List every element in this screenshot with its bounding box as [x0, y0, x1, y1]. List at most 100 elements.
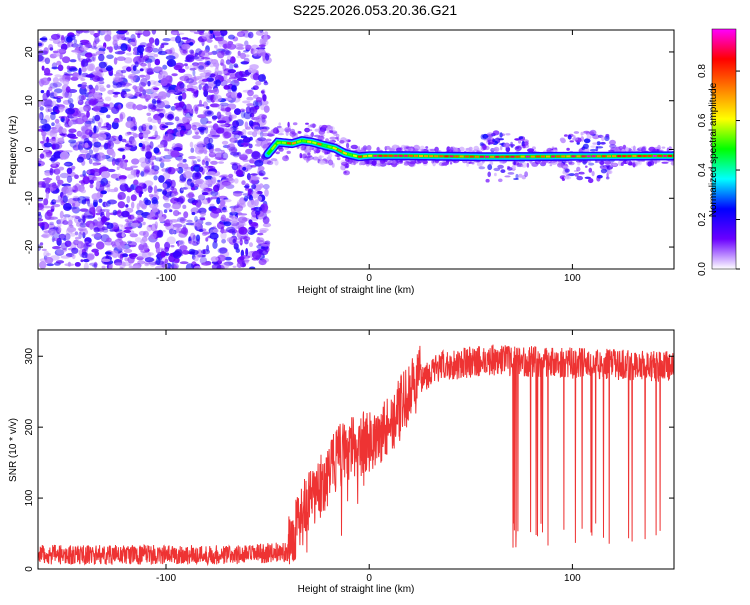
noise-speckle	[263, 223, 271, 227]
signal-speckle	[267, 161, 274, 165]
noise-speckle	[158, 144, 164, 148]
noise-speckle	[113, 210, 118, 216]
noise-speckle	[106, 55, 114, 60]
noise-speckle	[45, 217, 54, 221]
noise-speckle	[126, 84, 129, 87]
signal-speckle	[484, 146, 489, 150]
noise-speckle	[184, 63, 188, 66]
noise-speckle	[259, 259, 267, 265]
noise-speckle	[248, 68, 253, 73]
noise-speckle	[263, 177, 269, 179]
noise-speckle	[89, 204, 94, 208]
signal-speckle	[560, 138, 565, 142]
signal-speckle	[276, 151, 280, 154]
noise-speckle	[93, 163, 97, 166]
noise-speckle	[175, 63, 184, 69]
noise-speckle	[82, 170, 86, 177]
noise-speckle	[113, 95, 118, 98]
noise-speckle	[92, 116, 95, 124]
noise-speckle	[131, 202, 134, 209]
noise-speckle	[178, 95, 182, 101]
signal-speckle	[597, 175, 603, 179]
signal-speckle	[378, 163, 382, 165]
noise-speckle	[82, 135, 87, 139]
signal-speckle	[592, 171, 595, 176]
noise-speckle	[251, 208, 257, 211]
noise-speckle	[242, 261, 245, 266]
noise-speckle	[43, 47, 48, 55]
noise-speckle	[198, 194, 205, 200]
noise-speckle	[236, 119, 244, 126]
signal-speckle	[278, 148, 283, 152]
noise-speckle	[173, 224, 183, 228]
noise-speckle	[109, 189, 118, 192]
signal-speckle	[493, 130, 500, 135]
noise-speckle	[206, 61, 211, 65]
noise-speckle	[139, 200, 143, 206]
noise-speckle	[199, 84, 202, 90]
noise-speckle	[146, 113, 151, 116]
noise-speckle	[117, 224, 123, 227]
noise-speckle	[53, 200, 63, 203]
noise-speckle	[259, 228, 268, 232]
signal-speckle	[511, 145, 514, 148]
noise-speckle	[183, 211, 188, 218]
ridge-core-segment	[348, 154, 352, 155]
signal-speckle	[550, 161, 557, 165]
noise-speckle	[214, 238, 218, 243]
noise-speckle	[118, 135, 122, 141]
noise-speckle	[138, 125, 143, 132]
signal-speckle	[310, 124, 316, 128]
noise-speckle	[196, 156, 201, 160]
signal-speckle	[431, 160, 434, 163]
signal-speckle	[274, 127, 277, 133]
signal-speckle	[340, 165, 345, 170]
noise-speckle	[160, 71, 166, 74]
noise-speckle	[94, 36, 99, 44]
noise-speckle	[126, 53, 132, 56]
noise-speckle	[164, 134, 173, 142]
noise-speckle	[52, 184, 60, 188]
noise-speckle	[43, 251, 49, 258]
signal-speckle	[341, 160, 346, 165]
noise-speckle	[183, 107, 187, 115]
y-tick-label: 100	[24, 489, 35, 506]
signal-speckle	[515, 174, 518, 179]
noise-speckle	[40, 242, 43, 245]
noise-speckle	[132, 104, 136, 110]
noise-speckle	[164, 159, 171, 162]
noise-speckle	[166, 55, 176, 60]
noise-speckle	[105, 251, 111, 254]
noise-speckle	[186, 38, 191, 41]
noise-speckle	[126, 196, 130, 203]
signal-speckle	[570, 140, 574, 142]
noise-speckle	[133, 51, 137, 55]
noise-speckle	[140, 171, 144, 177]
signal-speckle	[568, 173, 575, 176]
noise-speckle	[194, 93, 197, 97]
noise-speckle	[172, 231, 175, 234]
noise-speckle	[213, 95, 222, 103]
signal-speckle	[284, 127, 291, 132]
noise-speckle	[237, 44, 245, 47]
colorbar-label: Normalized spectral amplitude	[708, 82, 719, 217]
ridge-core-segment	[307, 142, 311, 143]
signal-speckle	[292, 133, 298, 136]
noise-speckle	[163, 38, 171, 41]
noise-speckle	[120, 113, 124, 121]
noise-speckle	[125, 132, 130, 136]
noise-speckle	[48, 86, 52, 91]
noise-speckle	[41, 90, 45, 93]
signal-speckle	[635, 161, 641, 164]
noise-speckle	[80, 189, 86, 193]
noise-speckle	[209, 149, 217, 155]
noise-speckle	[194, 143, 203, 149]
noise-speckle	[179, 240, 185, 246]
signal-speckle	[587, 135, 592, 139]
noise-speckle	[210, 233, 219, 240]
noise-speckle	[129, 254, 133, 258]
signal-speckle	[671, 161, 676, 165]
noise-speckle	[251, 87, 255, 89]
noise-speckle	[195, 56, 205, 61]
signal-speckle	[597, 141, 601, 145]
